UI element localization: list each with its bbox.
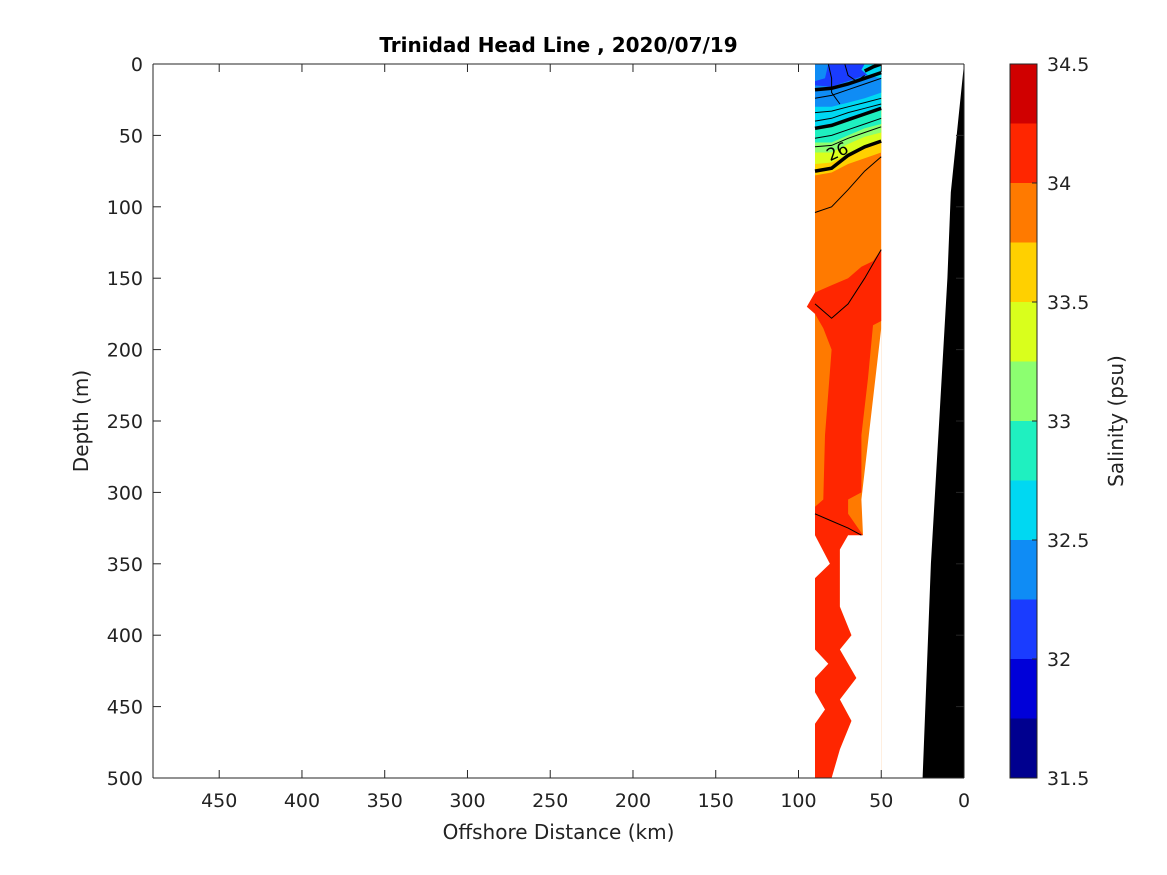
x-tick-label-7: 100 [780, 790, 816, 812]
salinity-band-34 [806, 249, 882, 778]
x-tick-label-8: 50 [869, 790, 893, 812]
colorbar-segment-9 [1010, 183, 1037, 243]
colorbar-segment-10 [1010, 123, 1037, 183]
contour-thin-7 [814, 513, 862, 536]
colorbar-label: Salinity (psu) [1104, 355, 1128, 487]
colorbar-segment-4 [1010, 480, 1037, 540]
y-tick-label-4: 200 [107, 340, 143, 362]
x-tick-label-0: 450 [201, 790, 237, 812]
contour-thin-5 [814, 156, 882, 213]
contour-thin-8 [827, 64, 841, 105]
no-data-gap-2 [815, 649, 829, 678]
salinity-patch-left [815, 64, 829, 82]
colorbar-segment-1 [1010, 659, 1037, 719]
colorbar-tick-label-1: 32 [1047, 649, 1071, 671]
contour-thin-2 [814, 103, 882, 122]
y-tick-label-10: 500 [107, 768, 143, 790]
colorbar-segment-6 [1010, 361, 1037, 421]
y-axis-ticks: 0 50 100 150 200 250 300 350 400 450 500 [107, 54, 964, 790]
y-tick-label-8: 400 [107, 625, 143, 647]
no-data-gap-0 [831, 328, 882, 778]
colorbar-segment-2 [1010, 599, 1037, 659]
contour-thin-3 [814, 117, 882, 139]
contour-thick-2 [814, 139, 882, 173]
chart-title: Trinidad Head Line , 2020/07/19 [379, 33, 737, 57]
x-tick-label-3: 300 [449, 790, 485, 812]
colorbar-tick-label-2: 32.5 [1047, 530, 1089, 552]
colorbar-tick-label-4: 33.5 [1047, 292, 1089, 314]
colorbar-tick-label-3: 33 [1047, 411, 1071, 433]
contour-thin-0 [814, 77, 882, 99]
x-tick-label-2: 350 [367, 790, 403, 812]
y-tick-label-0: 0 [131, 54, 143, 76]
contour-thick-1 [814, 106, 882, 131]
x-axis-ticks: 450 400 350 300 250 200 150 100 50 0 [201, 64, 970, 812]
y-tick-label-7: 350 [107, 554, 143, 576]
colorbar-tick-label-6: 34.5 [1047, 54, 1089, 76]
colorbar-segment-5 [1010, 421, 1037, 481]
y-tick-label-9: 450 [107, 697, 143, 719]
colorbar-segment-8 [1010, 242, 1037, 302]
no-data-gap-3 [815, 692, 825, 724]
colorbar [1009, 63, 1038, 779]
y-tick-label-3: 150 [107, 268, 143, 290]
bathymetry [922, 64, 964, 778]
y-tick-label-1: 50 [119, 125, 143, 147]
colorbar-ticks: 31.5 32 32.5 33 33.5 34 34.5 [1032, 54, 1089, 790]
x-tick-label-6: 150 [698, 790, 734, 812]
colorbar-segment-11 [1010, 64, 1037, 124]
colorbar-segment-3 [1010, 540, 1037, 600]
x-tick-label-5: 200 [615, 790, 651, 812]
contour-thick-3 [863, 64, 882, 73]
x-tick-label-1: 400 [284, 790, 320, 812]
contour-thick-0 [814, 70, 882, 92]
y-tick-label-2: 100 [107, 197, 143, 219]
y-tick-label-6: 300 [107, 482, 143, 504]
colorbar-tick-label-0: 31.5 [1047, 768, 1089, 790]
colorbar-segment-7 [1010, 302, 1037, 362]
y-axis-label: Depth (m) [69, 370, 93, 472]
x-tick-label-4: 250 [532, 790, 568, 812]
bathymetry-shape [922, 64, 964, 778]
contour-thin-6 [814, 249, 882, 319]
x-axis-label: Offshore Distance (km) [443, 820, 675, 844]
y-tick-label-5: 250 [107, 411, 143, 433]
contour-thin-1 [814, 97, 882, 114]
colorbar-segment-0 [1010, 718, 1037, 778]
colorbar-tick-label-5: 34 [1047, 173, 1071, 195]
no-data-gap-1 [815, 535, 830, 579]
contour-thin-4 [814, 126, 882, 148]
x-tick-label-9: 0 [958, 790, 970, 812]
